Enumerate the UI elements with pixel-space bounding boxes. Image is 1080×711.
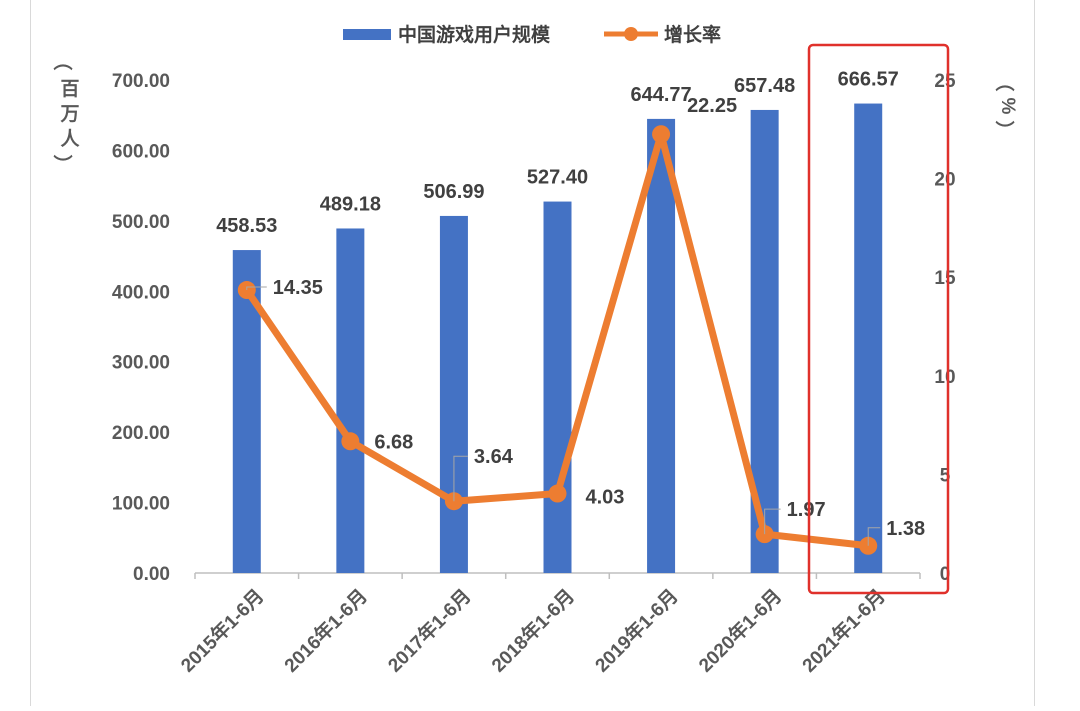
category-label: 2021年1-6月 xyxy=(797,584,889,676)
category-label: 2015年1-6月 xyxy=(176,584,268,676)
left-axis-tick-label: 100.00 xyxy=(112,494,170,515)
category-label: 2017年1-6月 xyxy=(383,584,475,676)
label-leader-line xyxy=(453,455,468,502)
left-axis-tick-label: 700.00 xyxy=(112,71,170,92)
legend-swatch-marker xyxy=(624,27,638,41)
growth-rate-value-label: 22.25 xyxy=(687,95,737,117)
growth-rate-value-label: 4.03 xyxy=(586,487,625,509)
left-axis-title-char: 百 xyxy=(60,79,79,100)
highlight-box xyxy=(807,43,950,595)
bar xyxy=(336,228,365,573)
legend-label-bar: 中国游戏用户规模 xyxy=(398,23,551,46)
right-axis-tick-label: 0 xyxy=(940,564,951,585)
growth-rate-point xyxy=(548,484,567,503)
bar-value-label: 489.18 xyxy=(320,193,381,215)
label-leader-line xyxy=(246,286,267,291)
left-axis-tick-label: 200.00 xyxy=(112,423,170,444)
legend: 中国游戏用户规模 增长率 xyxy=(343,23,721,46)
left-axis-tick-label: 0.00 xyxy=(133,564,170,585)
bar-value-label: 458.53 xyxy=(216,215,277,237)
category-label: 2019年1-6月 xyxy=(590,584,682,676)
legend-swatch-bar xyxy=(343,29,391,40)
legend-label-line: 增长率 xyxy=(664,23,721,46)
left-axis-tick-label: 500.00 xyxy=(112,212,170,233)
label-leader-line xyxy=(867,527,881,546)
right-axis-title: （ % ） xyxy=(993,72,1018,139)
left-axis-title-char: 万 xyxy=(59,104,79,125)
bar-value-label: 644.77 xyxy=(630,84,691,106)
growth-rate-value-label: 6.68 xyxy=(374,431,413,453)
bar xyxy=(439,215,468,573)
right-axis-title-char: ） xyxy=(993,120,1016,139)
right-axis-tick-label: 15 xyxy=(934,268,956,289)
right-axis-tick-label: 20 xyxy=(934,170,955,191)
category-label: 2018年1-6月 xyxy=(487,584,579,676)
left-axis-title-char: 人 xyxy=(60,128,80,150)
category-label: 2016年1-6月 xyxy=(279,584,371,676)
plot-area: 0.00 100.00 200.00 300.00 400.00 500.00 600.00… xyxy=(112,43,956,677)
growth-rate-value-label: 1.38 xyxy=(886,518,925,540)
left-axis-title-char: （ xyxy=(51,51,74,70)
bar-value-label: 506.99 xyxy=(423,181,484,203)
right-axis-title-char: % xyxy=(997,98,1018,115)
bar xyxy=(543,201,572,574)
growth-rate-value-label: 1.97 xyxy=(787,499,826,521)
bar-value-label: 657.48 xyxy=(734,75,795,97)
left-axis-tick-label: 300.00 xyxy=(112,353,170,374)
left-axis-title: （ 百 万 人 ） xyxy=(51,51,80,173)
left-axis-tick-label: 600.00 xyxy=(112,141,170,162)
label-leader-line xyxy=(764,508,781,535)
right-axis-tick-label: 10 xyxy=(934,367,955,388)
frame-right-edge xyxy=(1034,0,1035,706)
category-label: 2020年1-6月 xyxy=(694,584,786,676)
bar-value-label: 527.40 xyxy=(527,167,588,189)
growth-rate-value-label: 14.35 xyxy=(273,277,323,299)
growth-rate-point xyxy=(652,125,671,144)
right-axis-title-char: （ xyxy=(993,72,1016,91)
left-axis-title-char: ） xyxy=(51,154,74,173)
bar xyxy=(854,103,883,573)
bar-value-label: 666.57 xyxy=(838,69,899,91)
frame-left-edge xyxy=(30,0,31,706)
growth-rate-point xyxy=(341,432,360,451)
right-axis-tick-label: 25 xyxy=(934,71,956,92)
growth-rate-value-label: 3.64 xyxy=(474,446,514,468)
left-axis-tick-label: 400.00 xyxy=(112,282,170,303)
right-axis-tick-label: 5 xyxy=(940,465,951,486)
bar xyxy=(647,118,676,573)
